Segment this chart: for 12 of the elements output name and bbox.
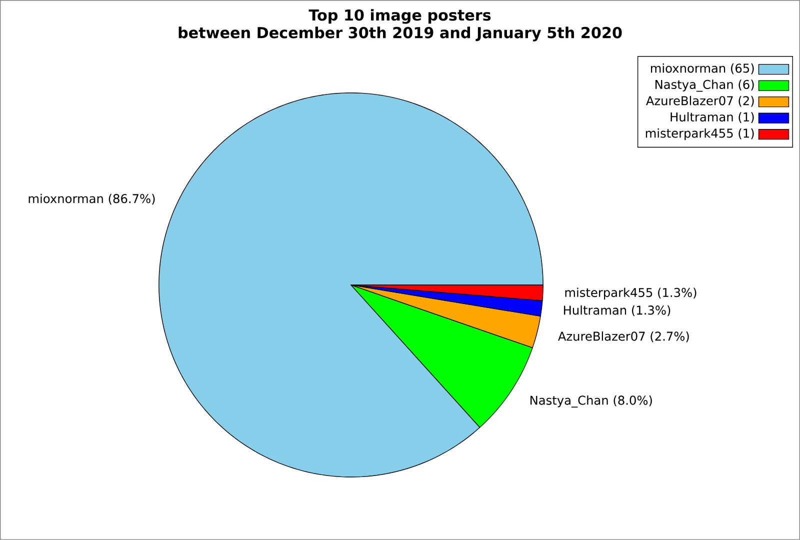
data-label: Hultraman (1.3%) xyxy=(564,305,670,316)
data-label: Nastya_Chan (8.0%) xyxy=(530,396,652,408)
legend-label: AzureBlazer07 (2) xyxy=(646,96,754,107)
legend-label: misterpark455 (1) xyxy=(646,128,754,140)
legend-label: mioxnorman (65) xyxy=(650,63,754,74)
chart-title: Top 10 image posters xyxy=(308,9,491,24)
data-label: mioxnorman (86.7%) xyxy=(28,194,155,205)
legend-label: Nastya_Chan (6) xyxy=(655,80,754,92)
data-label: misterpark455 (1.3%) xyxy=(565,288,696,300)
chart-subtitle: between December 30th 2019 and January 5th 2020 xyxy=(178,26,622,42)
data-label: AzureBlazer07 (2.7%) xyxy=(558,331,689,342)
legend-label: Hultraman (1) xyxy=(670,112,754,123)
